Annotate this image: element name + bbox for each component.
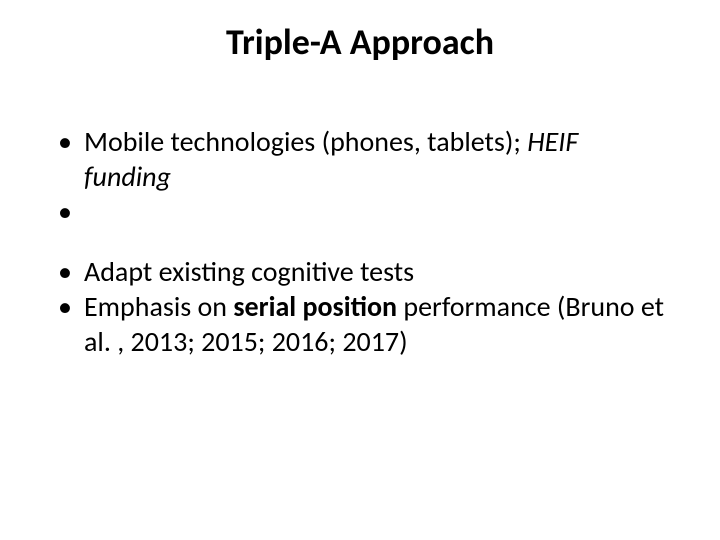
text-run: serial position bbox=[233, 289, 397, 324]
text-run: Adapt existing cognitive tests bbox=[84, 254, 414, 289]
list-item: Mobile technologies (phones, tablets); H… bbox=[50, 124, 670, 194]
text-run: Mobile technologies (phones, tablets); bbox=[84, 124, 527, 159]
text-run: Emphasis on bbox=[84, 289, 233, 324]
list-item: Emphasis on serial position performance … bbox=[50, 289, 670, 359]
bullet-list: Mobile technologies (phones, tablets); H… bbox=[50, 124, 670, 359]
list-gap bbox=[50, 194, 670, 254]
slide: Triple-A Approach Mobile technologies (p… bbox=[0, 0, 720, 540]
list-item: Adapt existing cognitive tests bbox=[50, 254, 670, 289]
slide-title: Triple-A Approach bbox=[50, 20, 670, 64]
